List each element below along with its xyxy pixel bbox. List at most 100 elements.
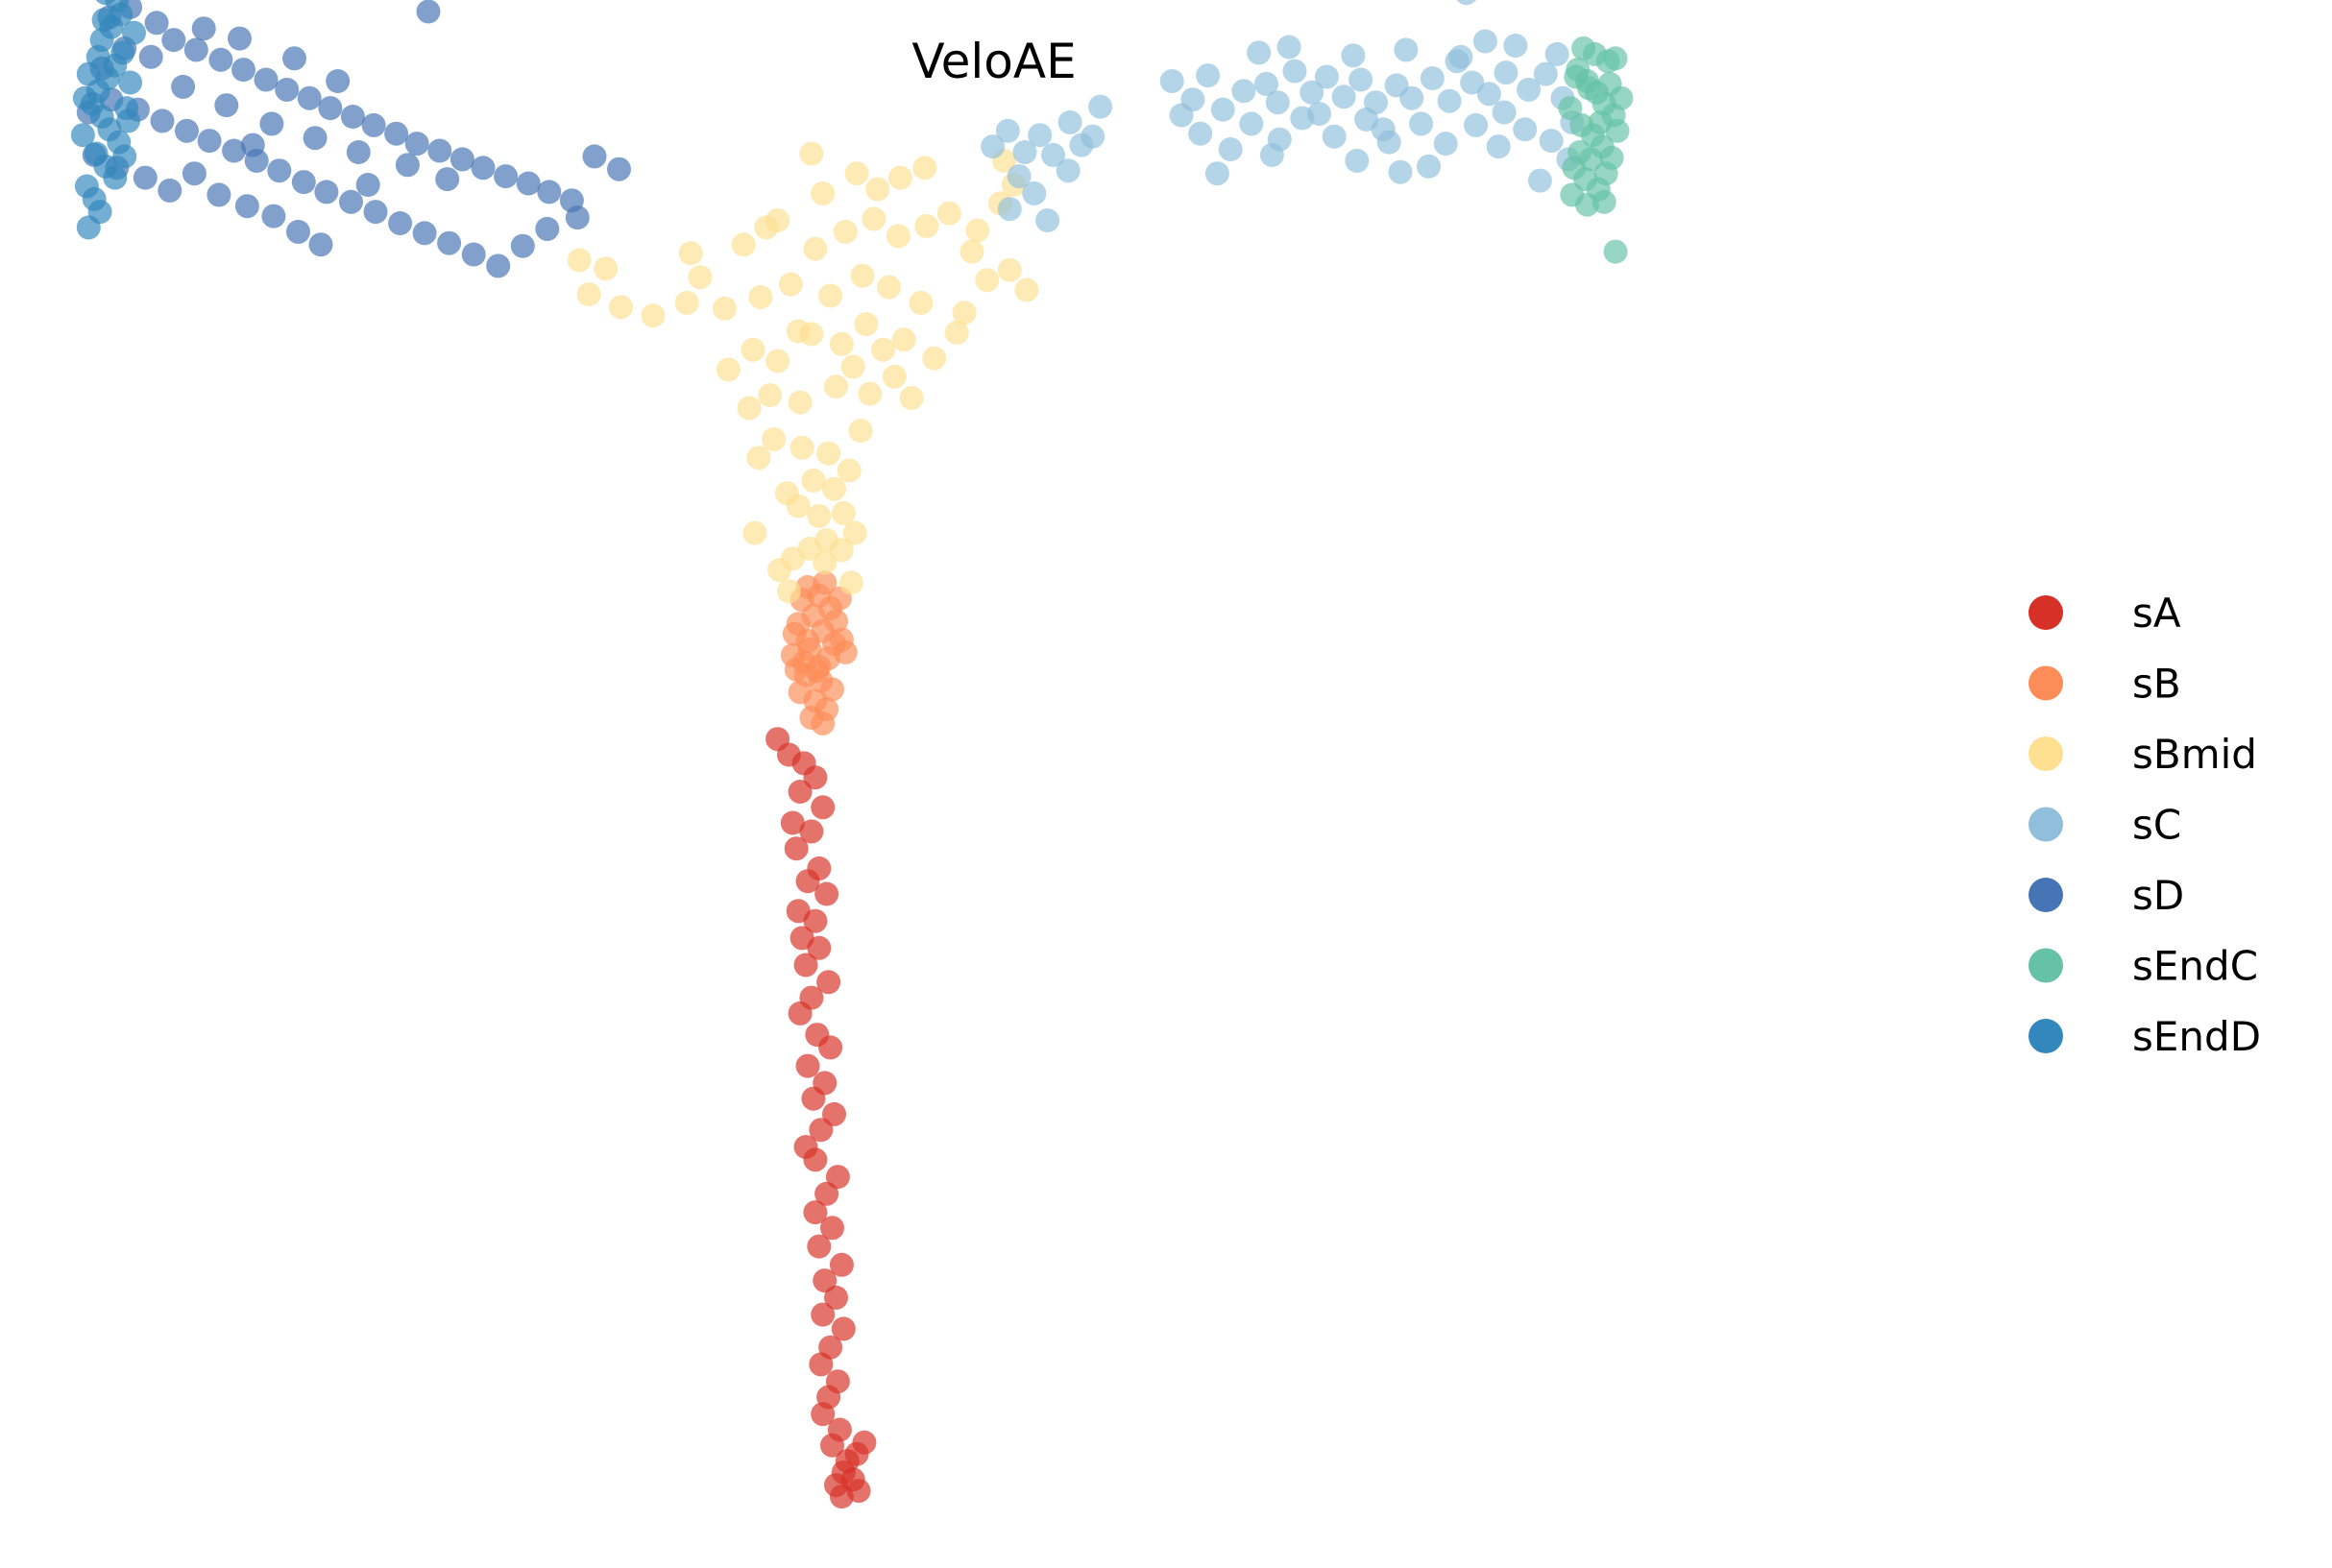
point-sBmid-72 <box>840 354 865 379</box>
legend-marker-sEndC <box>2028 948 2063 983</box>
point-sD-51 <box>261 204 286 229</box>
point-sD-50 <box>234 194 259 219</box>
legend-label-sB: sB <box>2132 661 2181 708</box>
point-sBmid-9 <box>801 468 826 493</box>
point-sC-22 <box>1300 80 1324 105</box>
point-sC-64 <box>1527 168 1552 193</box>
point-sD-56 <box>259 111 284 136</box>
point-sD-55 <box>214 93 239 118</box>
point-sBmid-19 <box>788 390 813 415</box>
point-sC-25 <box>1348 67 1373 92</box>
legend-marker-sEndD <box>2028 1019 2063 1053</box>
point-sC-11 <box>1035 208 1060 232</box>
point-sD-8 <box>275 77 300 102</box>
point-sBmid-79 <box>838 570 863 595</box>
point-sBmid-37 <box>850 263 875 288</box>
point-sBmid-49 <box>594 256 619 281</box>
point-sBmid-10 <box>822 476 846 501</box>
point-sC-45 <box>1409 111 1434 136</box>
point-sC-5 <box>1056 158 1081 183</box>
point-sBmid-65 <box>887 165 912 190</box>
legend-item-sD: sD <box>2028 872 2184 919</box>
point-sA-26 <box>809 1118 834 1143</box>
point-sBmid-52 <box>862 206 887 231</box>
point-sEndC-14 <box>1571 36 1596 60</box>
point-sBmid-70 <box>688 265 713 290</box>
point-sD-54 <box>171 74 196 99</box>
point-sD-27 <box>175 118 199 143</box>
point-sEndD-13 <box>103 165 128 190</box>
point-sBmid-50 <box>803 236 828 261</box>
point-sA-21 <box>818 1035 843 1060</box>
point-sBmid-76 <box>776 579 801 604</box>
point-sBmid-17 <box>737 396 762 421</box>
point-sA-30 <box>814 1181 839 1206</box>
point-sBmid-53 <box>886 224 911 249</box>
point-sC-53 <box>1247 40 1272 65</box>
point-sC-70 <box>1371 117 1396 142</box>
point-sC-14 <box>1159 69 1184 93</box>
point-sC-35 <box>1533 61 1558 86</box>
point-sBmid-32 <box>944 320 969 345</box>
point-sBmid-11 <box>837 458 862 483</box>
point-sC-1 <box>995 118 1020 143</box>
point-sD-36 <box>388 211 413 235</box>
point-sA-7 <box>799 819 824 844</box>
point-sA-43 <box>811 1402 836 1427</box>
point-sD-52 <box>286 219 310 244</box>
point-sBmid-48 <box>567 248 592 273</box>
point-sC-71 <box>1492 100 1517 125</box>
points-layer <box>70 0 1634 1509</box>
point-sBmid-61 <box>731 232 756 257</box>
point-sD-37 <box>412 221 437 246</box>
point-sC-50 <box>1539 129 1564 154</box>
point-sD-26 <box>150 109 175 133</box>
point-sBmid-71 <box>786 319 811 344</box>
point-sC-24 <box>1331 84 1356 109</box>
point-sEndC-19 <box>1588 109 1613 134</box>
point-sD-68 <box>191 16 216 41</box>
point-sD-17 <box>471 156 496 181</box>
point-sA-48 <box>852 1430 877 1455</box>
point-sD-32 <box>291 170 316 195</box>
point-sBmid-74 <box>960 239 984 264</box>
point-sA-53 <box>846 1479 871 1504</box>
point-sBmid-42 <box>997 257 1022 282</box>
point-sD-33 <box>314 180 339 205</box>
point-sA-25 <box>822 1101 846 1126</box>
point-sA-22 <box>795 1053 820 1078</box>
point-sD-34 <box>339 189 363 214</box>
series-sC <box>981 0 1585 232</box>
point-sC-32 <box>1476 82 1501 107</box>
point-sBmid-24 <box>717 357 741 382</box>
legend-marker-sD <box>2028 878 2063 912</box>
point-sBmid-33 <box>713 296 737 321</box>
point-sBmid-20 <box>824 374 848 399</box>
point-sBmid-77 <box>813 550 838 575</box>
point-sBmid-45 <box>641 303 666 328</box>
point-sBmid-26 <box>765 349 790 374</box>
point-sB-17 <box>820 677 844 702</box>
point-sA-45 <box>820 1433 844 1458</box>
point-sEndC-29 <box>1603 239 1628 264</box>
point-sBmid-5 <box>842 520 867 545</box>
point-sBmid-31 <box>922 346 947 371</box>
legend-label-sEndC: sEndC <box>2132 943 2258 990</box>
point-sA-36 <box>824 1285 848 1310</box>
series-sB <box>780 570 858 736</box>
point-sEndD-28 <box>122 20 146 45</box>
point-sC-13 <box>1088 94 1113 119</box>
point-sBmid-73 <box>871 337 896 362</box>
legend-item-sBmid: sBmid <box>2028 731 2257 778</box>
point-sD-40 <box>486 253 511 278</box>
point-sBmid-30 <box>891 327 916 352</box>
point-sC-72 <box>1456 0 1476 6</box>
point-sA-15 <box>807 935 832 960</box>
point-sD-58 <box>346 140 371 164</box>
point-sA-13 <box>803 908 828 933</box>
point-sA-6 <box>780 810 805 835</box>
point-sC-42 <box>1322 124 1347 149</box>
point-sC-30 <box>1437 88 1462 113</box>
point-sBmid-16 <box>848 419 873 444</box>
